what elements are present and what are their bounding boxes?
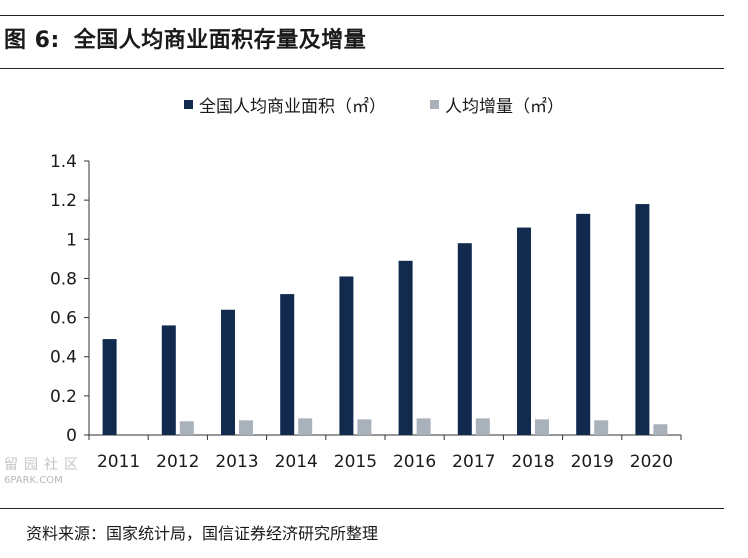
bar-stock-2012 (161, 325, 176, 435)
top-rule (0, 15, 724, 16)
bar-stock-2020 (635, 204, 650, 435)
source-note: 资料来源：国家统计局，国信证券经济研究所整理 (26, 524, 379, 543)
bar-increment-2013 (239, 420, 253, 435)
bar-stock-2017 (457, 243, 472, 435)
figure-title-text: 全国人均商业面积存量及增量 (73, 28, 367, 53)
bar-increment-2014 (298, 418, 313, 435)
bottom-rule (0, 508, 724, 509)
bar-increment-2017 (475, 418, 490, 435)
y-tick-label: 0.6 (50, 309, 77, 329)
y-tick-label: 0.2 (50, 387, 77, 407)
y-tick-label: 1.4 (50, 152, 77, 172)
chart-legend: 全国人均商业面积（㎡） 人均增量（㎡） (0, 92, 748, 117)
figure-label: 图 6: (4, 28, 60, 53)
bar-increment-2019 (594, 420, 609, 435)
bar-increment-2020 (653, 424, 668, 435)
y-tick-label: 1 (66, 230, 77, 250)
bar-stock-2011 (102, 339, 117, 435)
watermark: 留园社区 6PARK.COM (4, 458, 84, 488)
bar-stock-2014 (280, 294, 295, 435)
x-tick-label: 2016 (393, 452, 436, 472)
chart-bars (102, 204, 668, 435)
legend-item-series2: 人均增量（㎡） (430, 92, 564, 117)
watermark-cn: 留园社区 (4, 457, 84, 473)
x-tick-label: 2019 (571, 452, 614, 472)
bar-stock-2016 (398, 260, 413, 435)
bar-increment-2016 (416, 418, 431, 435)
bar-stock-2013 (221, 309, 235, 435)
x-tick-label: 2011 (97, 452, 140, 472)
x-tick-label: 2020 (630, 452, 673, 472)
bar-stock-2018 (517, 227, 531, 435)
y-tick-label: 0.8 (50, 269, 77, 289)
bar-stock-2015 (339, 276, 354, 435)
legend-label-series1: 全国人均商业面积（㎡） (199, 97, 386, 117)
x-tick-label: 2015 (334, 452, 377, 472)
legend-label-series2: 人均增量（㎡） (445, 97, 564, 117)
legend-swatch-series2 (430, 100, 439, 109)
bar-increment-2018 (535, 419, 549, 435)
chart-tick-labels: 0 0.2 0.4 0.6 0.8 1 1.2 1.4 2011 2012 2013 2014 2015… (50, 152, 673, 472)
bar-increment-2015 (357, 419, 372, 435)
x-tick-label: 2014 (275, 452, 318, 472)
x-tick-label: 2013 (215, 452, 258, 472)
legend-swatch-series1 (184, 100, 193, 109)
x-tick-label: 2018 (511, 452, 554, 472)
y-tick-label: 0 (66, 426, 77, 446)
watermark-en: 6PARK.COM (4, 475, 63, 486)
title-rule (0, 68, 724, 69)
legend-item-series1: 全国人均商业面积（㎡） (184, 92, 386, 117)
y-tick-label: 0.4 (50, 348, 77, 368)
x-tick-label: 2012 (156, 452, 199, 472)
y-tick-label: 1.2 (50, 191, 77, 211)
x-tick-label: 2017 (452, 452, 495, 472)
figure-title: 图 6: 全国人均商业面积存量及增量 (4, 22, 366, 54)
bar-increment-2012 (179, 421, 194, 435)
bar-stock-2019 (576, 213, 591, 435)
